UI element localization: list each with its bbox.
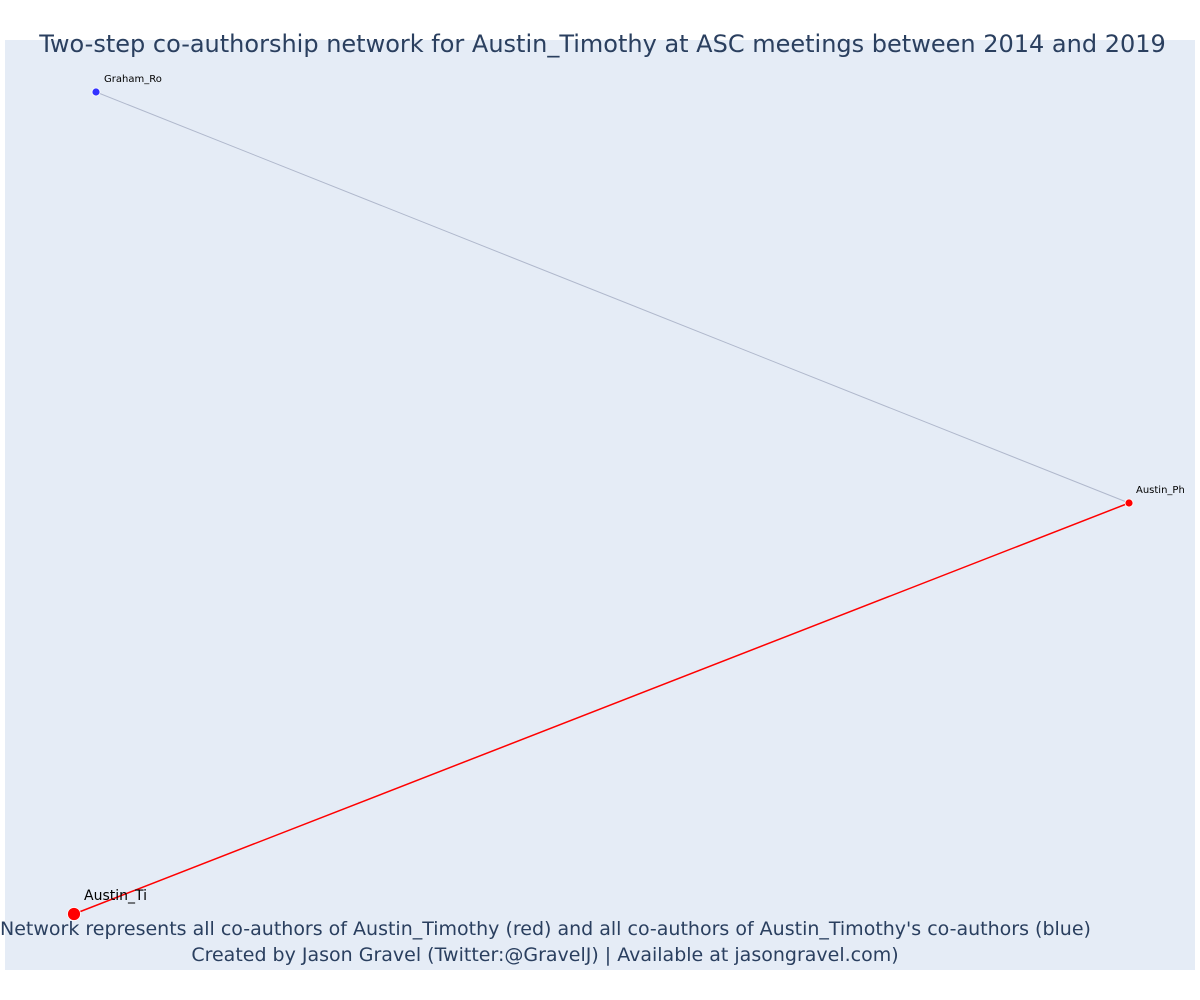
node-label: Austin_Ph — [1136, 485, 1185, 496]
plot-area — [5, 40, 1195, 970]
edges-layer — [73, 91, 1130, 915]
node-label: Austin_Ti — [84, 888, 147, 904]
footnote-line-2: Created by Jason Gravel (Twitter:@Gravel… — [191, 944, 899, 966]
node-marker[interactable] — [91, 87, 101, 97]
node-marker[interactable] — [67, 907, 81, 921]
chart-title: Two-step co-authorship network for Austi… — [39, 30, 1166, 58]
node-Austin_Ph[interactable]: Austin_Ph — [1124, 485, 1185, 508]
edge-Austin_Ph-Graham_Ro — [95, 91, 1130, 504]
node-label: Graham_Ro — [104, 74, 162, 85]
node-marker[interactable] — [1124, 498, 1134, 508]
footnote-line-1: Network represents all co-authors of Aus… — [0, 918, 1091, 940]
nodes-layer: Austin_Ti Austin_Ph Graham_Ro — [67, 74, 1185, 921]
node-Graham_Ro[interactable]: Graham_Ro — [91, 74, 162, 97]
node-Austin_Ti[interactable]: Austin_Ti — [67, 888, 148, 921]
edge-Austin_Ti-Austin_Ph — [73, 502, 1130, 915]
